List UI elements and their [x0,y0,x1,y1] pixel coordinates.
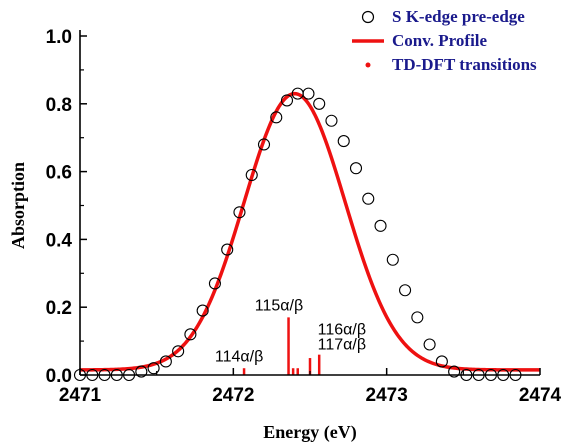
data-point-10 [184,328,197,341]
legend-circle-marker [361,10,375,24]
data-point-7 [147,362,160,375]
data-point-17 [270,111,283,124]
y-axis-title: Absorption [8,162,28,249]
data-point-30 [423,338,436,351]
legend-label-3: TD-DFT transitions [392,55,537,74]
data-point-14 [233,206,246,219]
data-point-15 [245,168,258,182]
y-tick-label-0: 0.0 [46,366,72,387]
x-tick-label-3: 2474 [519,385,562,406]
data-point-22 [325,114,338,127]
y-tick-label-4: 0.8 [46,95,72,116]
data-point-25 [362,192,375,205]
x-tick-label-0: 2471 [59,385,102,406]
y-tick-label-1: 0.2 [46,298,72,319]
data-point-12 [208,277,221,290]
data-point-28 [399,284,412,297]
legend-dot-marker [365,62,371,68]
data-point-26 [374,219,387,232]
x-tick-label-1: 2472 [212,385,254,406]
x-axis-title: Energy (eV) [263,422,356,443]
data-point-32 [448,365,461,378]
conv-profile-line [80,91,540,372]
data-point-16 [257,138,271,151]
data-point-31 [435,355,448,368]
data-point-9 [172,345,185,358]
data-point-21 [313,97,326,110]
data-point-20 [302,87,315,100]
data-point-23 [337,135,350,148]
transition-label-2: 115α/β [255,298,303,315]
data-point-29 [411,311,424,324]
x-tick-label-2: 2473 [366,385,408,406]
data-point-8 [159,355,172,368]
data-point-13 [221,243,234,256]
y-tick-label-2: 0.4 [46,230,73,251]
data-point-24 [349,162,363,175]
data-point-11 [196,304,209,317]
transition-label-4: 117α/β [318,337,366,354]
data-point-27 [386,253,399,266]
legend-label-2: Conv. Profile [392,31,488,50]
transition-label-1: 114α/β [215,348,263,365]
y-tick-label-5: 1.0 [46,27,72,48]
y-tick-label-3: 0.6 [46,163,72,184]
legend-label-1: S K-edge pre-edge [392,7,525,26]
axes: 0.0 0.2 0.4 0.6 0.8 1.0 2471 2472 2473 2474 [46,27,562,406]
data-point-6 [135,365,148,378]
transition-label-3: 116α/β [318,321,366,338]
legend: S K-edge pre-edge Conv. Profile TD-DFT tra… [352,7,537,74]
data-point-18 [280,94,294,107]
